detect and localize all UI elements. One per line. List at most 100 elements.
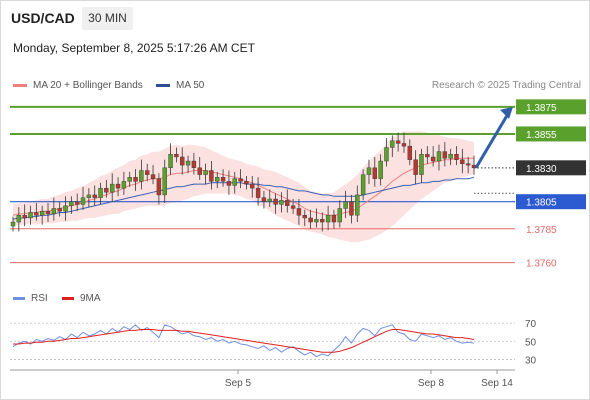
candle-body bbox=[442, 151, 448, 159]
level-label-1.3855: 1.3855 bbox=[526, 130, 557, 141]
candle-body bbox=[378, 160, 383, 179]
candle-body bbox=[302, 215, 307, 219]
candle-body bbox=[430, 156, 436, 162]
candle-body bbox=[174, 154, 179, 158]
candle-body bbox=[343, 201, 348, 209]
candles bbox=[10, 132, 477, 232]
candle-body bbox=[255, 187, 261, 198]
level-label-1.3805: 1.3805 bbox=[526, 198, 557, 209]
candle-body bbox=[390, 140, 395, 148]
bollinger-bands bbox=[13, 131, 474, 243]
candle-body bbox=[139, 170, 144, 182]
candle-body bbox=[185, 160, 191, 166]
candle-body bbox=[69, 201, 74, 206]
datetime-label: Monday, September 8, 2025 5:17:26 AM CET bbox=[13, 41, 255, 55]
forecast-arrow-head bbox=[500, 106, 513, 119]
candle-body bbox=[419, 154, 424, 175]
rsi-panel: 70 50 30 bbox=[10, 319, 537, 366]
candle-body bbox=[448, 154, 453, 159]
candle-body bbox=[121, 181, 127, 189]
bollinger-band-area bbox=[13, 131, 474, 243]
legend-ma20: MA 20 + Bollinger Bands bbox=[13, 80, 143, 91]
candle-body bbox=[226, 181, 232, 186]
candle-body bbox=[203, 170, 208, 175]
candle-body bbox=[197, 167, 202, 175]
candle-body bbox=[308, 217, 313, 223]
candle-body bbox=[372, 167, 377, 179]
rsi-line bbox=[12, 324, 475, 358]
candle-body bbox=[98, 187, 103, 198]
level-label-1.3875: 1.3875 bbox=[526, 103, 557, 114]
legend-9ma-label: 9MA bbox=[80, 293, 101, 304]
timeframe-button[interactable]: 30 MIN bbox=[82, 7, 133, 30]
copyright: Research © 2025 Trading Central bbox=[431, 80, 581, 91]
candle-body bbox=[290, 205, 296, 209]
time-tick-label: Sep 14 bbox=[481, 378, 513, 389]
candle-body bbox=[45, 210, 51, 215]
moving-averages bbox=[12, 157, 475, 220]
time-tick-label: Sep 8 bbox=[418, 378, 445, 389]
legend-9ma: 9MA bbox=[62, 293, 101, 304]
candle-body bbox=[238, 178, 243, 182]
rsi-ma-line bbox=[13, 329, 475, 353]
forecast-arrow-shaft bbox=[474, 113, 510, 169]
ma20-line bbox=[12, 157, 474, 216]
candle-body bbox=[220, 177, 226, 182]
symbol-title: USD/CAD bbox=[11, 10, 75, 26]
candle-body bbox=[145, 170, 150, 175]
legend-ma20-label: MA 20 + Bollinger Bands bbox=[33, 80, 143, 91]
candle-body bbox=[250, 183, 255, 189]
candle-body bbox=[267, 198, 272, 202]
candle-body bbox=[401, 143, 407, 147]
candle-body bbox=[349, 201, 354, 216]
candle-body bbox=[413, 159, 418, 175]
candle-body bbox=[209, 170, 214, 182]
candle-body bbox=[384, 147, 389, 162]
candle-body bbox=[86, 194, 92, 198]
candle-body bbox=[110, 183, 115, 193]
candle-body bbox=[63, 205, 68, 212]
candle-body bbox=[331, 215, 337, 223]
candle-body bbox=[156, 178, 162, 196]
candle-body bbox=[150, 174, 156, 179]
candle-body bbox=[465, 163, 471, 166]
price-levels: 1.3875 1.3855 1.3830 1.3805 1.3785 1.3760 bbox=[10, 99, 586, 270]
candle-body bbox=[273, 198, 278, 205]
time-tick-label: Sep 5 bbox=[225, 378, 252, 389]
ma50-swatch-icon bbox=[156, 84, 170, 87]
level-label-1.3785: 1.3785 bbox=[526, 225, 557, 236]
level-tag-1.3830 bbox=[516, 160, 586, 176]
candle-body bbox=[22, 215, 27, 219]
candle-body bbox=[279, 200, 284, 205]
candle-body bbox=[51, 208, 57, 215]
ma20-swatch-icon bbox=[13, 84, 27, 87]
time-axis: Sep 5 Sep 8 Sep 14 bbox=[10, 369, 515, 389]
candle-body bbox=[104, 187, 109, 193]
candle-body bbox=[436, 151, 442, 162]
candle-body bbox=[425, 154, 430, 158]
rsi-tick-30: 30 bbox=[525, 355, 537, 366]
candle-body bbox=[162, 167, 167, 196]
rsi-tick-70: 70 bbox=[525, 319, 537, 330]
candle-body bbox=[115, 183, 121, 189]
candle-body bbox=[133, 177, 138, 182]
level-label-1.3760: 1.3760 bbox=[526, 259, 557, 270]
candle-body bbox=[325, 215, 331, 223]
candle-body bbox=[80, 197, 86, 205]
level-tag-1.3805 bbox=[516, 194, 586, 210]
candle-body bbox=[320, 219, 325, 223]
forecast-arrow bbox=[474, 106, 513, 169]
candle-body bbox=[39, 210, 45, 216]
level-tag-1.3875 bbox=[516, 99, 586, 115]
candle-body bbox=[127, 177, 132, 182]
legend-rsi-label: RSI bbox=[31, 293, 48, 304]
candle-body bbox=[57, 208, 62, 212]
candle-body bbox=[168, 154, 173, 169]
candle-body bbox=[407, 145, 413, 160]
rsi-tick-50: 50 bbox=[525, 337, 537, 348]
candle-body bbox=[355, 194, 360, 216]
candle-body bbox=[261, 197, 267, 202]
candle-body bbox=[10, 221, 16, 227]
candle-body bbox=[232, 178, 237, 186]
